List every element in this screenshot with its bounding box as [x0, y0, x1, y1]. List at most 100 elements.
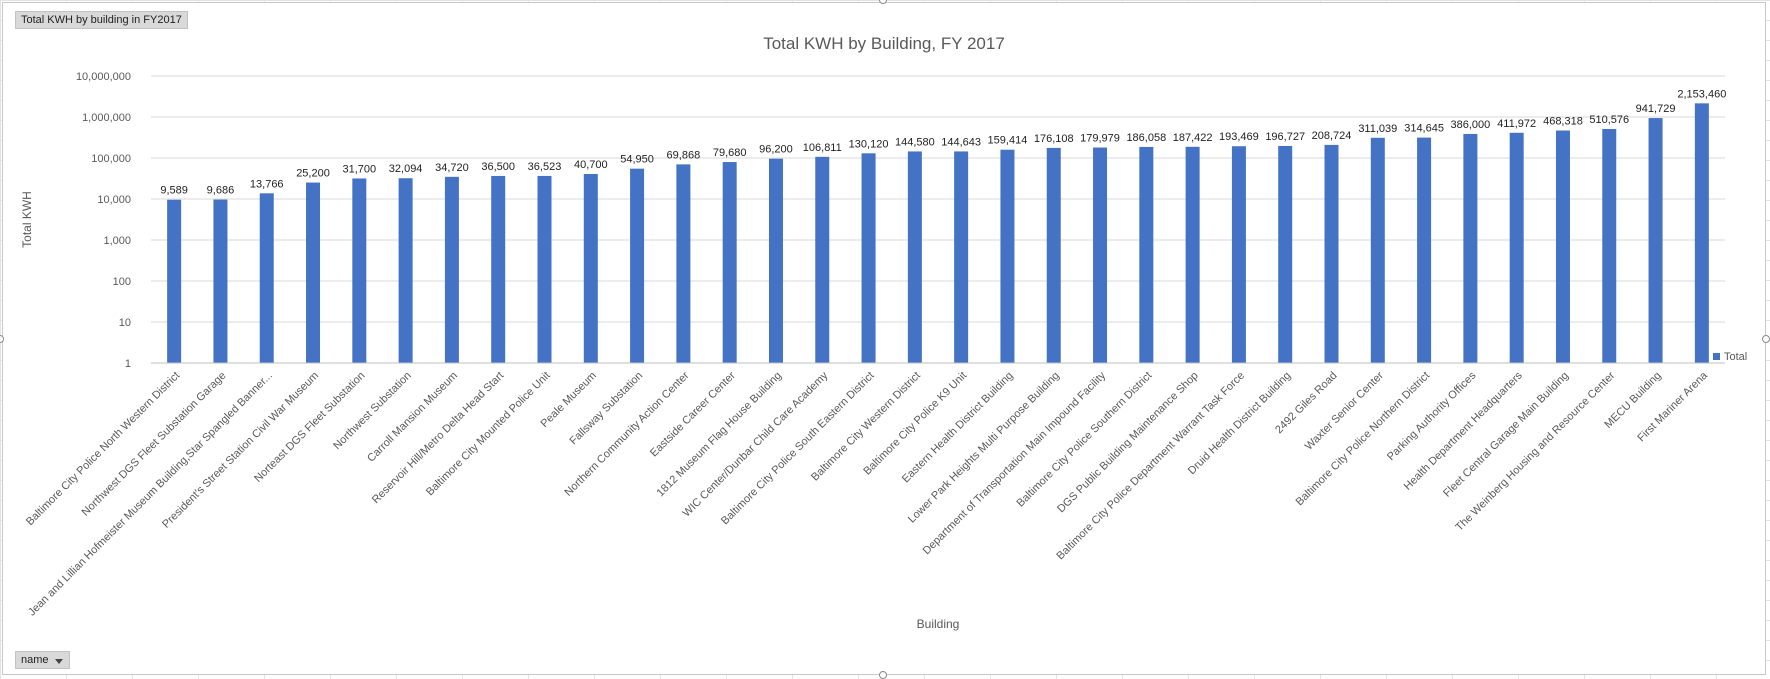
- bar[interactable]: [306, 182, 321, 363]
- data-label: 9,589: [160, 185, 188, 197]
- data-label: 196,727: [1265, 131, 1305, 143]
- bar[interactable]: [1000, 149, 1015, 363]
- bar[interactable]: [1370, 137, 1385, 363]
- bar[interactable]: [630, 168, 645, 363]
- bar[interactable]: [491, 175, 506, 363]
- data-label: 411,972: [1497, 118, 1536, 130]
- x-tick-label: Parking Authority Offices: [1385, 369, 1479, 463]
- data-label: 9,686: [207, 185, 235, 197]
- bar[interactable]: [1231, 146, 1246, 363]
- data-label: 311,039: [1358, 123, 1397, 135]
- pivot-value-field-button[interactable]: Total KWH by building in FY2017: [15, 11, 188, 29]
- data-label: 468,318: [1543, 116, 1583, 128]
- bar[interactable]: [213, 199, 228, 363]
- gridlines: [151, 75, 1725, 323]
- data-label: 314,645: [1404, 123, 1444, 135]
- data-label: 2,153,460: [1677, 88, 1726, 100]
- resize-handle-bottom[interactable]: [879, 671, 887, 679]
- data-label: 36,523: [528, 161, 562, 173]
- y-tick-label: 10,000: [97, 194, 131, 206]
- bar[interactable]: [907, 151, 922, 363]
- bar[interactable]: [861, 153, 876, 363]
- legend: Total: [1713, 351, 1747, 363]
- data-label: 193,469: [1219, 131, 1259, 143]
- data-label: 187,422: [1173, 132, 1213, 144]
- bar[interactable]: [1555, 130, 1570, 363]
- bar[interactable]: [259, 193, 274, 363]
- bar[interactable]: [1324, 144, 1339, 363]
- bar[interactable]: [815, 156, 830, 363]
- bar[interactable]: [1139, 146, 1154, 363]
- bars: [167, 103, 1709, 364]
- bar[interactable]: [1602, 128, 1617, 363]
- data-label: 144,580: [895, 136, 935, 148]
- chevron-down-icon[interactable]: [54, 659, 63, 664]
- bar[interactable]: [352, 178, 367, 363]
- bar[interactable]: [583, 174, 598, 363]
- x-tick-label: Northwest Substation: [331, 370, 413, 452]
- data-label: 208,724: [1312, 130, 1352, 142]
- x-tick-label: Eastside Career Center: [648, 369, 738, 459]
- bar[interactable]: [1694, 103, 1709, 363]
- x-tick-label: Waxter Senior Center: [1303, 369, 1386, 452]
- bar[interactable]: [1093, 147, 1108, 363]
- bar[interactable]: [676, 164, 691, 363]
- x-tick-label: Baltimore City Police North Western Dist…: [24, 370, 182, 528]
- pivot-axis-field-button[interactable]: name: [15, 651, 70, 669]
- bar[interactable]: [768, 158, 783, 363]
- data-label: 186,058: [1126, 132, 1166, 144]
- x-axis-title: Building: [917, 617, 960, 631]
- data-label: 106,811: [803, 142, 842, 154]
- bar[interactable]: [1463, 133, 1478, 363]
- bar[interactable]: [1046, 147, 1061, 363]
- data-label: 176,108: [1034, 133, 1074, 145]
- data-labels: 9,589 9,686 13,766 25,200 31,700 32,094 34,720…: [160, 88, 1726, 196]
- bar[interactable]: [444, 176, 459, 363]
- data-label: 69,868: [667, 149, 701, 161]
- y-tick-label: 100,000: [91, 153, 131, 165]
- y-axis-title: Total KWH: [20, 191, 34, 248]
- chart-title: Total KWH by Building, FY 2017: [763, 34, 1005, 53]
- y-tick-label: 100: [113, 276, 131, 288]
- bar[interactable]: [1185, 146, 1200, 363]
- bar[interactable]: [398, 178, 413, 363]
- data-label: 36,500: [481, 161, 515, 173]
- y-tick-label: 1,000: [103, 235, 131, 247]
- chart-svg: 10,000,000 1,000,000 100,000 10,000 1,000 100…: [20, 34, 1747, 631]
- data-label: 79,680: [713, 147, 747, 159]
- data-label: 144,643: [941, 136, 981, 148]
- y-tick-label: 1,000,000: [82, 112, 131, 124]
- legend-label: Total: [1724, 351, 1747, 363]
- bar[interactable]: [954, 151, 969, 363]
- y-tick-label: 1: [125, 358, 131, 370]
- bar[interactable]: [1648, 118, 1663, 364]
- y-tick-label: 10: [119, 317, 131, 329]
- bar[interactable]: [167, 199, 182, 363]
- data-label: 40,700: [574, 159, 608, 171]
- data-label: 130,120: [849, 138, 889, 150]
- bar[interactable]: [1278, 145, 1293, 363]
- resize-handle-right[interactable]: [1762, 335, 1770, 343]
- bar[interactable]: [537, 175, 552, 363]
- data-label: 13,766: [250, 178, 284, 190]
- pivot-axis-field-label: name: [21, 654, 49, 666]
- data-label: 54,950: [620, 154, 654, 166]
- data-label: 96,200: [759, 144, 793, 156]
- x-tick-label: Carroll Mansion Museum: [365, 370, 460, 465]
- data-label: 510,576: [1589, 114, 1629, 126]
- data-label: 941,729: [1636, 103, 1676, 115]
- bar[interactable]: [1509, 132, 1524, 363]
- x-tick-label: President's Street Station Civil War Mus…: [160, 370, 321, 531]
- bar[interactable]: [722, 162, 737, 363]
- data-label: 31,700: [342, 163, 376, 175]
- data-label: 25,200: [296, 168, 330, 180]
- data-label: 34,720: [435, 162, 469, 174]
- y-axis-tick-labels: 10,000,000 1,000,000 100,000 10,000 1,000 100…: [76, 71, 131, 370]
- x-tick-label: The Weinberg Housing and Resource Center: [1453, 369, 1617, 533]
- data-label: 32,094: [389, 163, 423, 175]
- data-label: 179,979: [1080, 133, 1120, 145]
- legend-swatch: [1713, 353, 1720, 360]
- bar[interactable]: [1417, 137, 1432, 363]
- x-axis-tick-labels: Baltimore City Police North Western Dist…: [24, 369, 1711, 619]
